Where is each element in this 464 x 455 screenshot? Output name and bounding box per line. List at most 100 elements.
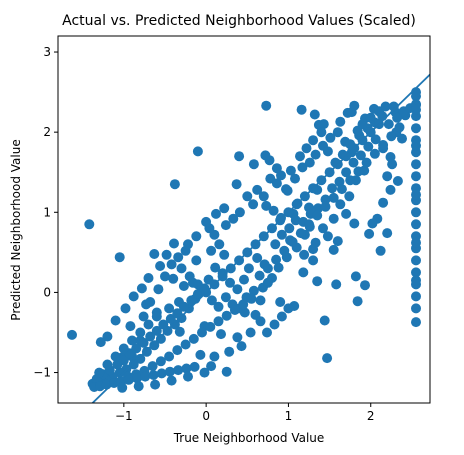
data-point	[191, 255, 202, 266]
data-point	[316, 127, 327, 138]
data-point	[143, 273, 154, 283]
data-point	[164, 366, 175, 377]
data-point	[344, 191, 355, 202]
data-point	[261, 100, 272, 111]
data-point	[216, 329, 226, 340]
data-point	[169, 179, 180, 190]
data-point	[118, 343, 129, 354]
data-point	[332, 127, 343, 138]
data-point	[328, 244, 339, 255]
data-point	[174, 326, 185, 337]
data-point	[248, 159, 259, 170]
data-point	[186, 295, 197, 306]
data-point	[206, 295, 217, 306]
data-point	[411, 255, 421, 266]
data-point	[138, 311, 149, 322]
data-point	[199, 367, 210, 378]
data-point	[397, 133, 407, 144]
data-point	[173, 365, 184, 376]
data-point	[136, 283, 147, 294]
data-point	[150, 379, 161, 390]
data-point	[164, 351, 175, 362]
data-point	[411, 303, 421, 314]
data-point	[114, 252, 125, 263]
data-point	[197, 327, 207, 338]
data-point	[355, 150, 366, 161]
data-point	[285, 165, 296, 176]
data-point	[364, 228, 375, 239]
data-point	[195, 349, 206, 360]
data-point	[331, 279, 342, 290]
data-point	[378, 140, 389, 150]
data-point	[248, 199, 259, 210]
data-point	[411, 207, 421, 218]
data-point	[352, 296, 363, 307]
data-point	[348, 157, 359, 168]
data-point	[261, 200, 272, 211]
data-point	[219, 249, 230, 260]
y-tick-label: 0	[43, 285, 51, 299]
y-tick-label: 3	[43, 45, 51, 59]
data-point	[304, 157, 315, 168]
data-point	[209, 351, 220, 362]
data-point	[128, 359, 139, 370]
data-point	[231, 179, 242, 190]
data-point	[411, 140, 421, 151]
x-tick-label: 0	[202, 409, 210, 423]
data-point	[145, 331, 156, 342]
data-point	[411, 123, 421, 134]
data-point	[188, 333, 199, 344]
data-point	[322, 231, 333, 242]
chart-title: Actual vs. Predicted Neighborhood Values…	[62, 13, 416, 29]
data-point	[284, 223, 295, 234]
data-point	[325, 132, 336, 143]
data-point	[308, 135, 319, 146]
data-point	[151, 325, 162, 336]
data-point	[336, 184, 347, 195]
x-tick-label: 2	[367, 409, 375, 423]
data-point	[169, 238, 179, 249]
data-point	[141, 346, 152, 357]
data-point	[221, 366, 232, 377]
data-point	[365, 112, 376, 123]
data-point	[411, 275, 421, 286]
data-point	[268, 205, 279, 216]
data-point	[382, 228, 393, 239]
data-point	[211, 208, 221, 219]
data-point	[301, 143, 312, 154]
data-point	[262, 277, 273, 288]
x-tick-label: −1	[115, 409, 133, 423]
data-point	[176, 263, 187, 274]
data-point	[192, 279, 203, 290]
data-point	[224, 346, 235, 357]
data-point	[95, 337, 106, 348]
data-point	[166, 375, 177, 386]
data-point	[205, 321, 216, 332]
data-point	[243, 263, 254, 274]
data-point	[245, 327, 256, 338]
data-point	[411, 159, 421, 170]
data-point	[239, 274, 249, 285]
data-point	[275, 297, 286, 307]
data-point	[411, 219, 421, 230]
data-point	[279, 245, 290, 256]
data-points	[67, 87, 421, 393]
data-point	[375, 245, 386, 256]
data-point	[335, 199, 346, 210]
data-point	[308, 255, 319, 266]
data-point	[172, 308, 183, 319]
data-point	[328, 213, 339, 224]
data-point	[304, 219, 314, 230]
data-point	[248, 285, 259, 296]
data-point	[350, 271, 361, 282]
data-point	[110, 315, 121, 326]
data-point	[225, 277, 235, 288]
data-point	[155, 261, 166, 271]
data-point	[297, 162, 308, 173]
data-point	[221, 310, 232, 321]
data-point	[411, 237, 421, 248]
data-point	[298, 267, 309, 278]
data-point	[290, 173, 300, 184]
data-point	[380, 101, 391, 112]
